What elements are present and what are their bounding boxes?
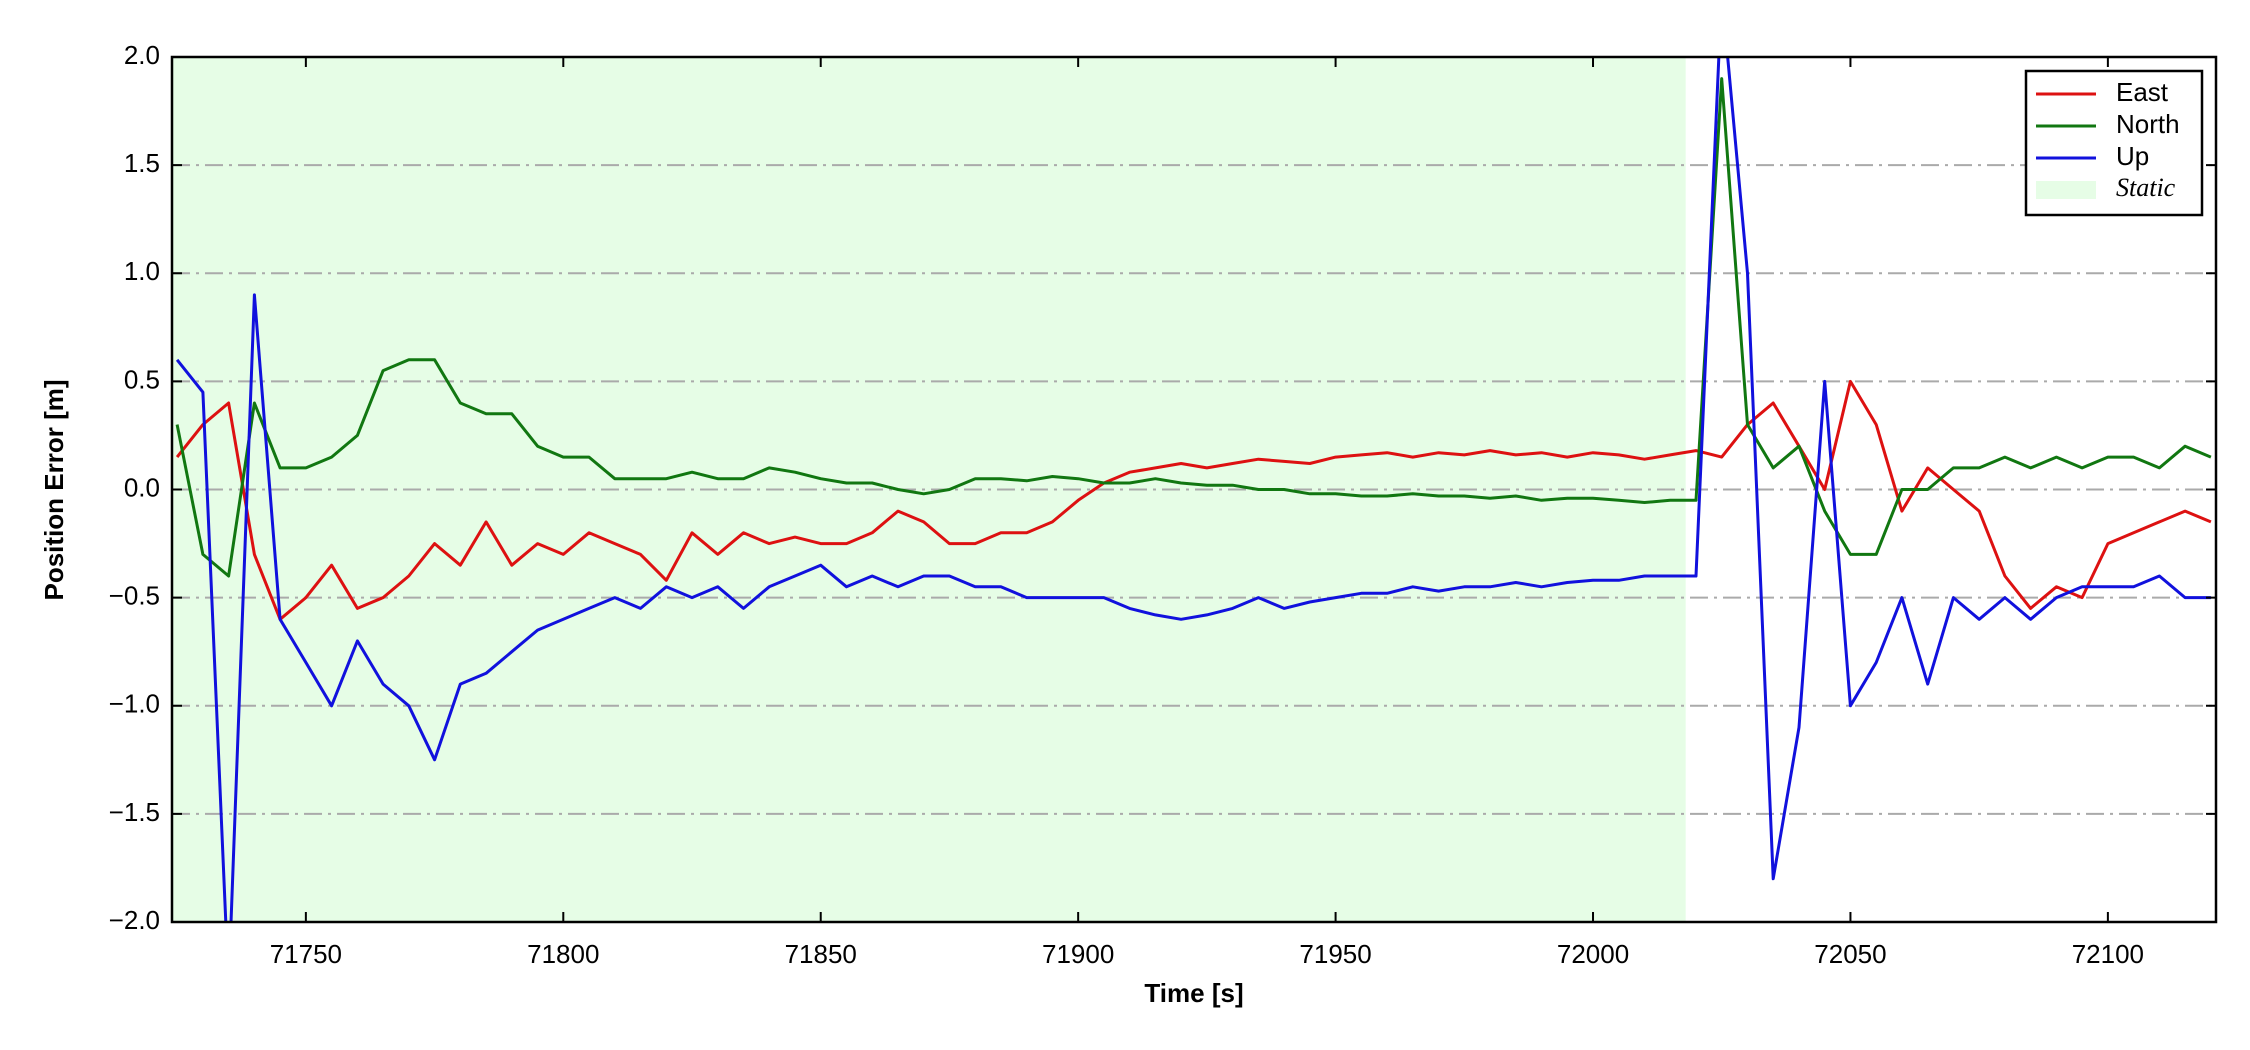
legend-swatch <box>2036 181 2096 199</box>
series-line <box>175 57 2211 922</box>
y-tick-label: 1.0 <box>124 256 160 286</box>
x-tick-label: 72050 <box>1814 939 1886 969</box>
static-region <box>172 57 1686 922</box>
plot-area <box>172 57 2216 922</box>
y-tick-label: 1.5 <box>124 148 160 178</box>
y-axis-label: Position Error [m] <box>39 379 69 600</box>
x-tick-label: 72000 <box>1557 939 1629 969</box>
x-tick-label: 71850 <box>785 939 857 969</box>
legend-label: Up <box>2116 141 2149 171</box>
y-tick-label: −1.5 <box>109 797 160 827</box>
series-line <box>175 77 2212 578</box>
x-tick-label: 71950 <box>1299 939 1371 969</box>
x-axis-label: Time [s] <box>1144 978 1243 1008</box>
x-tick-label: 71800 <box>527 939 599 969</box>
plot-frame <box>170 55 2218 924</box>
y-tick-label: −1.0 <box>109 689 160 719</box>
series-line <box>175 379 2212 621</box>
x-tick-label: 71750 <box>270 939 342 969</box>
legend-label: Static <box>2116 173 2176 202</box>
legend-label: East <box>2116 77 2169 107</box>
legend-label: North <box>2116 109 2180 139</box>
y-tick-label: 0.5 <box>124 364 160 394</box>
y-tick-label: −0.5 <box>109 581 160 611</box>
x-tick-label: 72100 <box>2072 939 2144 969</box>
y-tick-label: 0.0 <box>124 472 160 502</box>
y-tick-label: −2.0 <box>109 905 160 935</box>
y-tick-label: 2.0 <box>124 40 160 70</box>
x-tick-label: 71900 <box>1042 939 1114 969</box>
